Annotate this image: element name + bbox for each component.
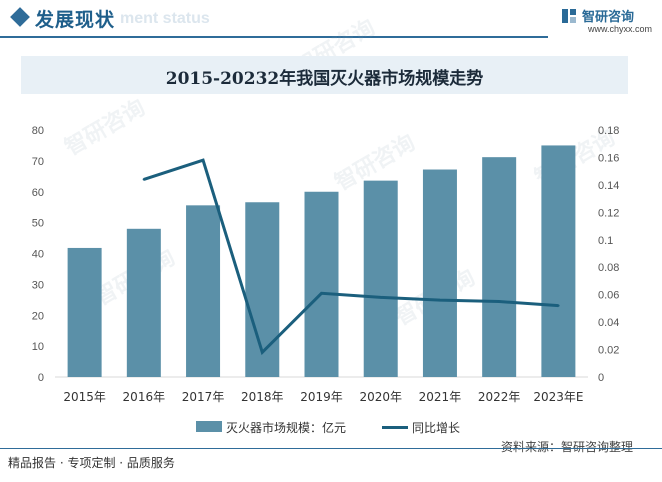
y-left-tick-label: 40 <box>32 249 44 261</box>
y-right-tick-label: 0.14 <box>598 180 619 192</box>
bar <box>422 169 457 377</box>
bar <box>126 228 161 377</box>
bar <box>186 205 221 377</box>
y-left-tick-label: 30 <box>32 279 44 291</box>
y-left-tick-label: 0 <box>38 372 44 384</box>
chart-title-band: 2015-20232年我国灭火器市场规模走势 <box>21 56 628 94</box>
header-rule <box>0 36 548 38</box>
section-subtitle: ment status <box>120 10 210 27</box>
line-point <box>201 158 205 162</box>
footer-text: 精品报告 · 专项定制 · 品质服务 <box>8 456 175 470</box>
line-point <box>497 300 501 303</box>
footer-rule <box>0 448 662 449</box>
y-right-tick-label: 0 <box>598 372 604 384</box>
chart-area: 0 10 20 30 40 50 60 70 80 0 0.02 0.04 0.06 0.08 0.1 0.1… <box>32 125 620 404</box>
bar <box>541 145 576 377</box>
brand-url: www.chyxx.com <box>588 24 653 34</box>
x-tick-label: 2016年 <box>123 390 166 404</box>
line-point <box>142 178 146 181</box>
x-tick-label: 2017年 <box>182 390 225 404</box>
line-point <box>379 296 382 299</box>
y-right-tick-label: 0.08 <box>598 262 619 274</box>
y-left-tick-label: 60 <box>32 187 44 199</box>
section-title: 发展现状 <box>35 9 116 31</box>
x-tick-label: 2015年 <box>63 390 106 404</box>
line-point <box>320 292 323 295</box>
y-left-tick-label: 70 <box>32 156 44 168</box>
diamond-icon <box>10 7 30 27</box>
y-left-tick-label: 20 <box>32 310 44 322</box>
y-right-tick-label: 0.04 <box>598 317 619 329</box>
line-point <box>557 304 560 307</box>
y-right-tick-label: 0.18 <box>598 125 619 137</box>
line-point <box>438 298 442 302</box>
y-right-tick-label: 0.06 <box>598 290 619 302</box>
x-tick-label: 2023年E <box>533 390 583 404</box>
page-header: ment status 发展现状 智研咨询 www.chyxx.com <box>0 0 662 40</box>
y-left-tick-label: 80 <box>32 125 44 137</box>
data-source: 资料来源：智研咨询整理 <box>501 440 634 454</box>
growth-line <box>143 158 559 356</box>
brand-logo-icon <box>562 9 576 23</box>
legend-line-swatch <box>382 426 408 429</box>
bar <box>304 191 339 377</box>
y-left-tick-label: 50 <box>32 218 44 230</box>
y-right-tick-label: 0.12 <box>598 207 619 219</box>
brand-name: 智研咨询 <box>582 10 635 25</box>
y-left-tick-label: 10 <box>32 341 44 353</box>
bar <box>67 247 102 377</box>
y-right-tick-label: 0.16 <box>598 152 619 164</box>
bar <box>482 157 517 377</box>
legend-bar-label: 灭火器市场规模：亿元 <box>226 421 347 435</box>
bar <box>363 180 398 377</box>
y-right-tick-label: 0.02 <box>598 345 619 357</box>
legend-line-label: 同比增长 <box>412 421 461 435</box>
x-tick-label: 2020年 <box>359 390 402 404</box>
legend-bar-swatch <box>196 421 222 432</box>
x-tick-label: 2018年 <box>241 390 284 404</box>
x-tick-label: 2021年 <box>419 390 462 404</box>
page-footer: 精品报告 · 专项定制 · 品质服务 <box>0 448 662 482</box>
x-tick-label: 2022年 <box>478 390 521 404</box>
y-right-tick-label: 0.1 <box>598 235 613 247</box>
x-tick-label: 2019年 <box>300 390 343 404</box>
chart-title: 2015-20232年我国灭火器市场规模走势 <box>165 69 484 89</box>
line-point <box>261 351 264 354</box>
